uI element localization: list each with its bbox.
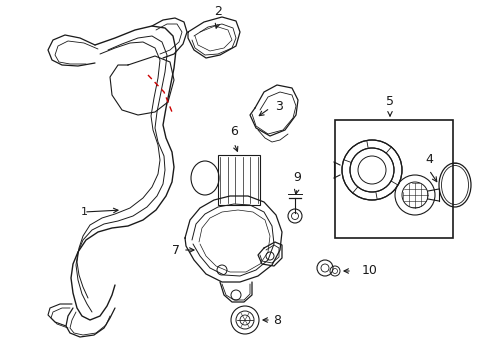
Text: 5: 5 xyxy=(385,95,393,108)
Text: 6: 6 xyxy=(229,125,238,138)
Text: 1: 1 xyxy=(81,207,87,217)
Text: 2: 2 xyxy=(214,5,222,18)
Text: 4: 4 xyxy=(424,153,432,166)
Text: 3: 3 xyxy=(274,99,282,112)
Text: 9: 9 xyxy=(292,171,300,184)
Text: 8: 8 xyxy=(272,314,281,327)
Bar xyxy=(218,155,260,205)
Bar xyxy=(334,120,452,238)
Text: 7: 7 xyxy=(172,243,180,256)
Text: 10: 10 xyxy=(361,265,377,278)
